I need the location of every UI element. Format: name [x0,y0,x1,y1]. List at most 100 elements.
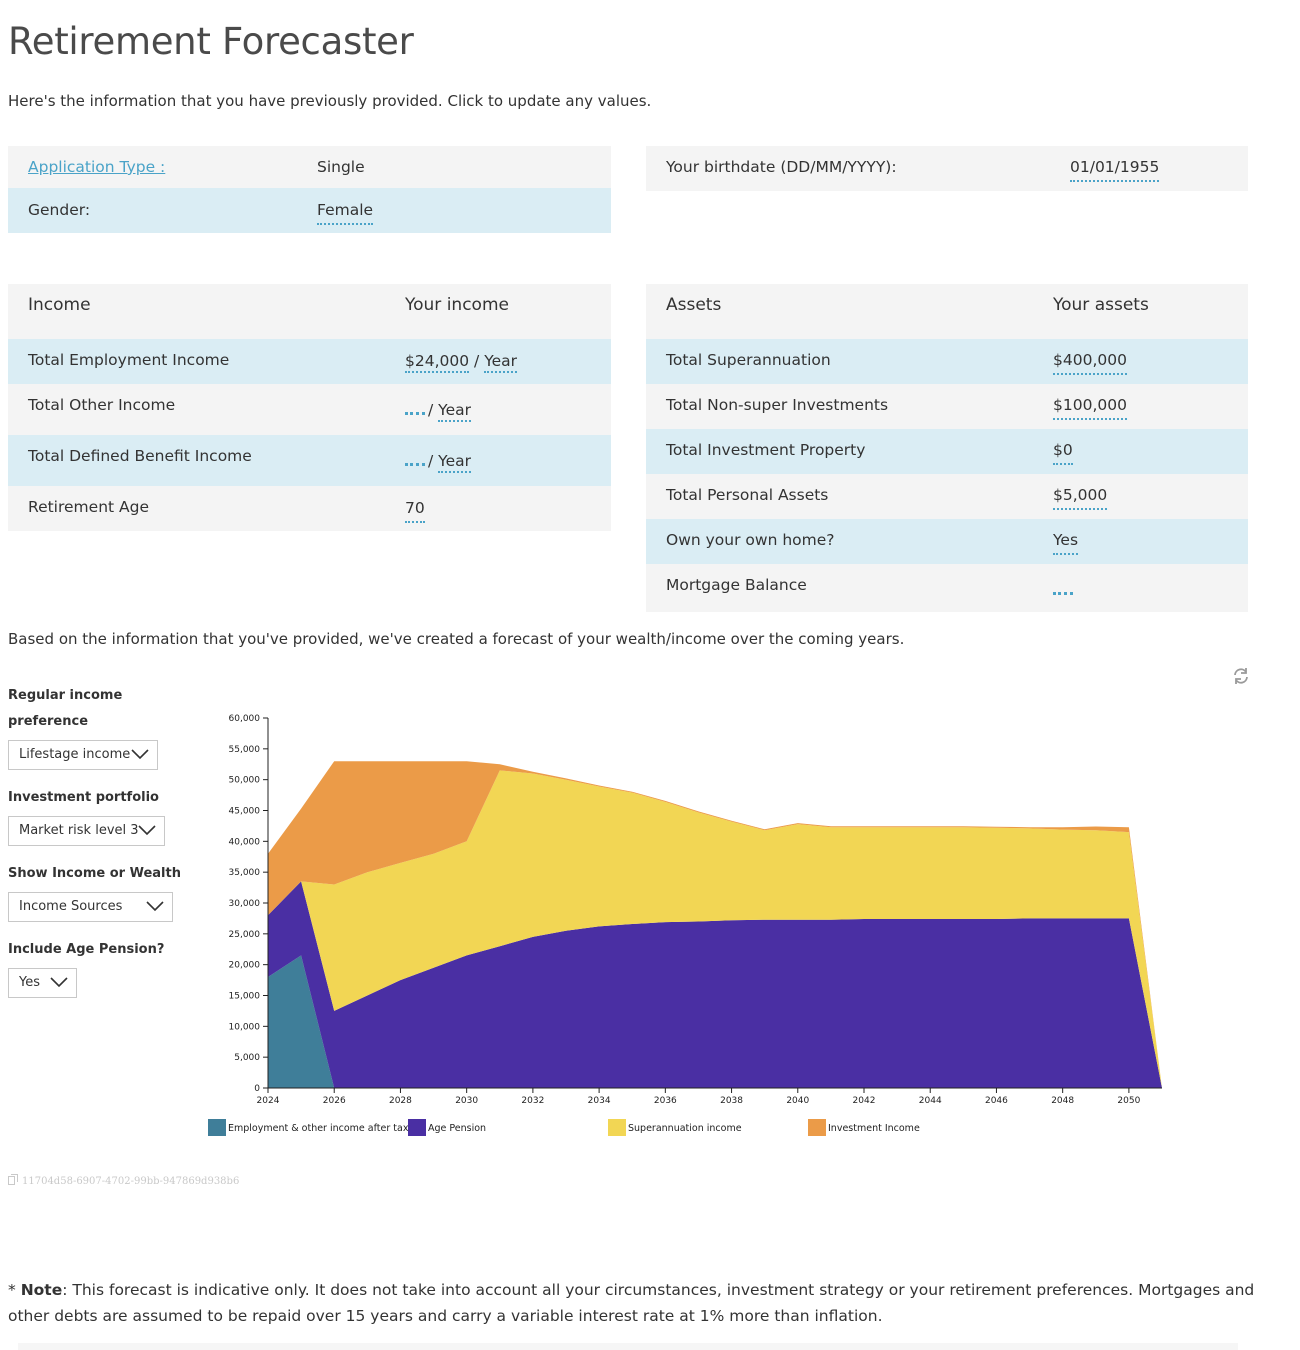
y-tick-label: 45,000 [229,807,261,817]
x-tick-label: 2026 [323,1096,346,1106]
x-tick-label: 2034 [588,1096,611,1106]
footer-strip [18,1343,1238,1350]
x-tick-label: 2042 [853,1096,876,1106]
income-row: Retirement Age 70 [8,486,611,531]
assets-header: Assets Your assets [646,284,1248,339]
legend-swatch [408,1119,426,1136]
y-tick-label: 15,000 [229,992,261,1002]
x-tick-label: 2038 [720,1096,743,1106]
page-title: Retirement Forecaster [8,20,414,63]
income-row-label: Total Defined Benefit Income [28,447,252,465]
regular-income-select[interactable]: Lifestage income [8,740,158,770]
per-separator: / [469,352,485,370]
chevron-down-icon [50,977,68,988]
per-separator: / [428,401,439,419]
own-home-value[interactable]: Yes [1053,528,1079,555]
y-tick-label: 60,000 [229,714,261,724]
asset-row-label: Mortgage Balance [666,576,807,594]
regular-income-label: Regular income preference [8,688,123,729]
income-row-label: Total Other Income [28,396,176,414]
birthdate-panel: Your birthdate (DD/MM/YYYY): 01/01/1955 [646,146,1248,191]
chart-id-text: 11704d58-6907-4702-99bb-947869d938b6 [22,1176,240,1187]
legend-label: Investment Income [828,1123,920,1134]
application-type-row: Application Type : Single [8,146,611,188]
superannuation-value[interactable]: $400,000 [1053,348,1127,375]
gender-label: Gender: [28,201,91,219]
show-income-wealth-select[interactable]: Income Sources [8,892,173,922]
asset-row: Total Personal Assets $5,000 [646,474,1248,519]
personal-assets-value[interactable]: $5,000 [1053,483,1108,510]
profile-panel: Application Type : Single Gender: Female [8,146,611,233]
employment-income-amount[interactable]: $24,000 [405,352,470,373]
other-income-amount[interactable] [405,411,425,415]
chevron-down-icon [146,901,164,912]
include-age-pension-label: Include Age Pension? [8,942,165,957]
income-row-label: Total Employment Income [28,351,230,369]
intro-text: Here's the information that you have pre… [8,92,652,110]
chevron-down-icon [131,749,149,760]
x-tick-label: 2044 [919,1096,942,1106]
income-row: Total Other Income / Year [8,384,611,435]
asset-row-label: Total Personal Assets [666,486,829,504]
x-tick-label: 2028 [389,1096,412,1106]
gender-value[interactable]: Female [317,198,374,225]
birthdate-label: Your birthdate (DD/MM/YYYY): [666,158,897,176]
x-tick-label: 2050 [1117,1096,1140,1106]
income-row: Total Employment Income $24,000 / Year [8,339,611,384]
note-text: : This forecast is indicative only. It d… [8,1281,1255,1325]
income-header-label: Income [28,295,91,315]
defined-benefit-period[interactable]: Year [438,452,471,473]
series-area-2 [268,770,1162,1088]
y-tick-label: 20,000 [229,961,261,971]
include-age-pension-select[interactable]: Yes [8,968,77,998]
investment-property-value[interactable]: $0 [1053,438,1073,465]
y-tick-label: 25,000 [229,930,261,940]
x-tick-label: 2024 [257,1096,280,1106]
show-income-wealth-label: Show Income or Wealth [8,866,181,881]
per-separator: / [428,452,439,470]
x-tick-label: 2048 [1051,1096,1074,1106]
asset-row-label: Total Investment Property [666,441,866,459]
x-tick-label: 2046 [985,1096,1008,1106]
income-table: Income Your income Total Employment Inco… [8,284,611,531]
document-icon [8,1174,18,1185]
other-income-period[interactable]: Year [438,401,471,422]
legend-label: Employment & other income after tax [228,1123,409,1134]
forecast-description: Based on the information that you've pro… [8,630,905,648]
investment-portfolio-label: Investment portfolio [8,790,159,805]
retirement-age-value[interactable]: 70 [405,496,425,523]
income-forecast-chart: 0 5,000 10,000 15,000 20,000 25,000 30,000 35,0… [200,700,1190,1150]
investment-portfolio-select[interactable]: Market risk level 3 [8,816,165,846]
series-area-3 [268,761,1162,1088]
application-type-link[interactable]: Application Type : [28,158,166,176]
y-tick-label: 50,000 [229,776,261,786]
mortgage-balance-value[interactable] [1053,591,1073,595]
note-label: Note [20,1281,63,1299]
chart-id: 11704d58-6907-4702-99bb-947869d938b6 [8,1174,239,1187]
employment-income-period[interactable]: Year [484,352,518,373]
y-tick-label: 55,000 [229,745,261,755]
non-super-investments-value[interactable]: $100,000 [1053,393,1127,420]
series-area-1 [268,881,1162,1088]
asset-row: Total Investment Property $0 [646,429,1248,474]
defined-benefit-amount[interactable] [405,462,425,466]
gender-row: Gender: Female [8,188,611,233]
application-type-value: Single [317,158,365,176]
income-header-value: Your income [405,295,509,315]
chart-svg: 0 5,000 10,000 15,000 20,000 25,000 30,000 35,0… [208,714,1162,1136]
legend-swatch [808,1119,826,1136]
income-row: Total Defined Benefit Income / Year [8,435,611,486]
y-tick-label: 5,000 [234,1053,260,1063]
x-tick-label: 2030 [455,1096,478,1106]
y-tick-label: 10,000 [229,1022,261,1032]
refresh-icon[interactable] [1231,666,1251,686]
birthdate-value[interactable]: 01/01/1955 [1070,155,1160,182]
asset-row: Own your own home? Yes [646,519,1248,564]
legend-swatch [608,1119,626,1136]
asset-row: Total Superannuation $400,000 [646,339,1248,384]
birthdate-row: Your birthdate (DD/MM/YYYY): 01/01/1955 [646,146,1248,191]
x-tick-label: 2040 [786,1096,809,1106]
asset-row-label: Total Non-super Investments [666,396,889,414]
income-header: Income Your income [8,284,611,339]
asset-row-label: Total Superannuation [666,351,831,369]
